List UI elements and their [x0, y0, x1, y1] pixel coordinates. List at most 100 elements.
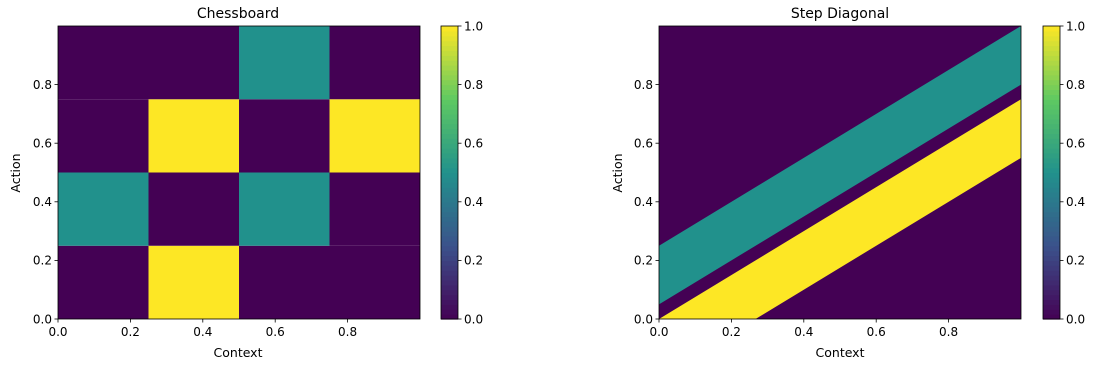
- colorbar-tick-label: 0.8: [1066, 78, 1085, 92]
- x-tick-label: 0.6: [266, 325, 285, 339]
- x-tick-label: 0.6: [867, 325, 886, 339]
- x-ticks: 0.0 0.2 0.4 0.6 0.8: [48, 319, 357, 339]
- colorbar-segment: [441, 270, 458, 276]
- colorbar-segment: [441, 138, 458, 144]
- colorbar-segment: [1043, 40, 1060, 47]
- colorbar-segment: [1043, 221, 1060, 227]
- x-tick-label: 0.2: [722, 325, 741, 339]
- colorbar-segment: [1043, 260, 1060, 266]
- colorbar-segment: [441, 50, 458, 56]
- colorbar-segment: [441, 275, 458, 281]
- colorbar-segment: [1043, 162, 1060, 169]
- axes-frame: [57, 25, 421, 320]
- colorbar-segment: [441, 299, 458, 305]
- colorbar-segment: [1043, 245, 1060, 252]
- colorbar-segment: [441, 148, 458, 154]
- y-tick-label: 0.6: [634, 137, 653, 151]
- colorbar-segment: [441, 94, 458, 100]
- colorbar-tick-label: 0.6: [1066, 137, 1085, 151]
- colorbar-segment: [441, 45, 458, 52]
- y-tick-label: 0.0: [634, 312, 653, 326]
- colorbar-segment: [1043, 45, 1060, 52]
- colorbar-segment: [441, 152, 458, 159]
- colorbar-segment: [441, 294, 458, 301]
- x-tick-label: 0.8: [338, 325, 357, 339]
- heatmap-cell: [329, 99, 420, 173]
- colorbar-segment: [441, 162, 458, 169]
- colorbar-segment: [441, 89, 458, 95]
- colorbar-segment: [441, 167, 458, 174]
- colorbar-segment: [1043, 26, 1060, 32]
- colorbar-segment: [1043, 226, 1060, 232]
- colorbar-segment: [441, 84, 458, 91]
- chart-title: Step Diagonal: [791, 6, 889, 22]
- colorbar-frame: [1042, 25, 1061, 320]
- heatmap-cell: [58, 26, 149, 100]
- colorbar-segment: [1043, 275, 1060, 281]
- y-tick-label: 0.2: [33, 254, 52, 268]
- x-axis-label: Context: [816, 345, 865, 360]
- colorbar-tick-label: 0.6: [464, 137, 483, 151]
- y-tick-label: 0.4: [634, 195, 653, 209]
- chessboard-panel: Chessboard Context Action 0.0 0.2 0.4 0.6 0.…: [8, 6, 483, 360]
- colorbar-segment: [441, 118, 458, 125]
- colorbar-segment: [1043, 128, 1060, 135]
- colorbar-segment: [1043, 172, 1060, 178]
- colorbar-segment: [1043, 148, 1060, 154]
- colorbar-segment: [1043, 113, 1060, 120]
- colorbar-segment: [1043, 211, 1060, 218]
- y-ticks: 0.0 0.2 0.4 0.6 0.8: [634, 78, 659, 326]
- step-diagonal-panel: Step Diagonal Context Action 0.0 0.2 0.4 0.…: [610, 6, 1085, 360]
- colorbar-segment: [441, 113, 458, 120]
- colorbar-segment: [1043, 157, 1060, 164]
- colorbar-segment: [441, 231, 458, 237]
- heatmap-cell: [239, 26, 330, 100]
- colorbar-tick-label: 0.8: [464, 78, 483, 92]
- colorbar-segment: [441, 309, 458, 315]
- colorbar-segment: [1043, 167, 1060, 174]
- y-ticks: 0.0 0.2 0.4 0.6 0.8: [33, 78, 58, 326]
- colorbar-segment: [1043, 74, 1060, 81]
- colorbar-segment: [1043, 65, 1060, 71]
- colorbar-segment: [441, 172, 458, 178]
- colorbar-segment: [1043, 279, 1060, 286]
- colorbar-segment: [441, 235, 458, 242]
- colorbar-segment: [441, 250, 458, 257]
- colorbar-segment: [441, 35, 458, 42]
- heatmap-cell: [58, 99, 149, 173]
- colorbar-segment: [1043, 294, 1060, 301]
- colorbar-segment: [441, 40, 458, 47]
- colorbar-segment: [441, 157, 458, 164]
- x-tick-label: 0.8: [939, 325, 958, 339]
- colorbar-segment: [1043, 289, 1060, 296]
- colorbar-segment: [1043, 235, 1060, 242]
- colorbar-segment: [1043, 109, 1060, 115]
- axes-frame: [658, 25, 1022, 320]
- colorbar-segment: [441, 211, 458, 218]
- colorbar-segment: [441, 216, 458, 222]
- heatmap-cell: [58, 172, 149, 246]
- colorbar-segment: [1043, 143, 1060, 149]
- y-tick-label: 0.6: [33, 137, 52, 151]
- colorbar-segment: [1043, 216, 1060, 222]
- colorbar-frame: [440, 25, 459, 320]
- heatmap-cell: [329, 245, 420, 319]
- heatmap-cell: [329, 172, 420, 246]
- colorbar-segment: [1043, 304, 1060, 310]
- colorbar-segment: [441, 26, 458, 32]
- heatmap-cell: [239, 99, 330, 173]
- colorbar-segment: [1043, 55, 1060, 61]
- colorbar-segment: [1043, 309, 1060, 315]
- colorbar-segment: [1043, 118, 1060, 125]
- colorbar-tick-label: 1.0: [1066, 19, 1085, 33]
- colorbar-segment: [441, 60, 458, 66]
- colorbar-segment: [1043, 231, 1060, 237]
- colorbar-segment: [1043, 201, 1060, 208]
- colorbar-segment: [441, 279, 458, 286]
- colorbar-segment: [1043, 138, 1060, 144]
- heatmap-cells: [57, 25, 421, 320]
- colorbar-segment: [441, 74, 458, 81]
- colorbar-tick-label: 0.2: [1066, 254, 1085, 268]
- colorbar-segment: [441, 123, 458, 130]
